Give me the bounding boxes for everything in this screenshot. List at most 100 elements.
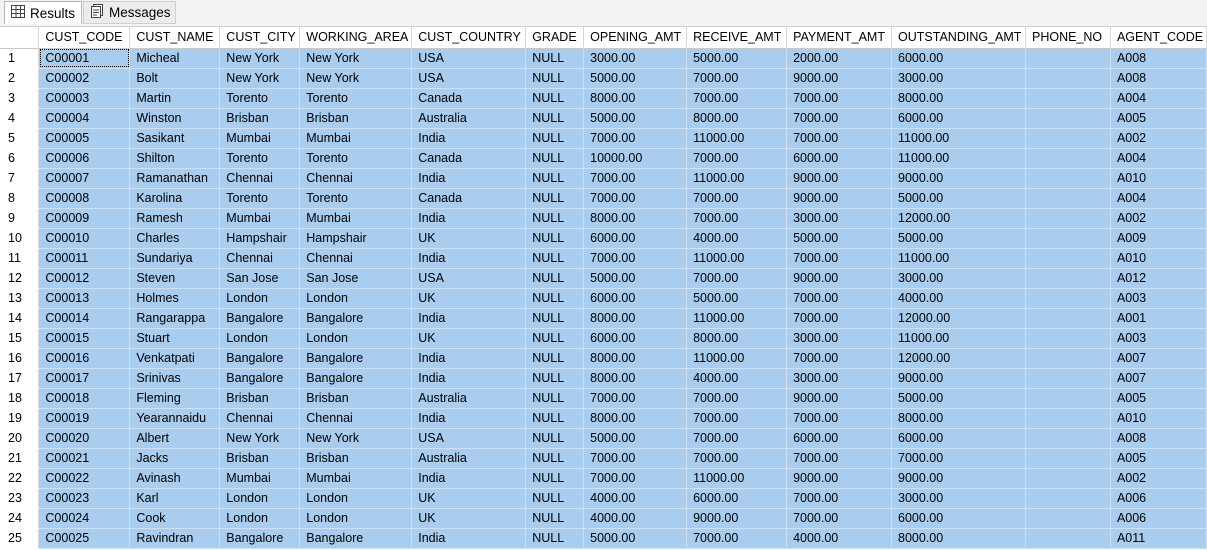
cell-grade[interactable]: NULL: [525, 108, 585, 129]
cell-phone-no[interactable]: [1025, 488, 1111, 509]
cell-opening-amt[interactable]: 8000.00: [583, 368, 688, 389]
cell-phone-no[interactable]: [1025, 388, 1111, 409]
cell-receive-amt[interactable]: 4000.00: [686, 228, 788, 249]
cell-agent-code[interactable]: A010: [1110, 168, 1207, 189]
table-row[interactable]: 14 C00014 Rangarappa Bangalore Bangalore Indi…: [0, 308, 1207, 329]
cell-cust-name[interactable]: Winston: [129, 108, 221, 129]
cell-opening-amt[interactable]: 5000.00: [583, 68, 688, 89]
row-number[interactable]: 7: [0, 168, 40, 189]
cell-cust-city[interactable]: Bangalore: [219, 368, 301, 389]
cell-opening-amt[interactable]: 6000.00: [583, 228, 688, 249]
cell-opening-amt[interactable]: 4000.00: [583, 488, 688, 509]
cell-cust-name[interactable]: Albert: [129, 428, 221, 449]
cell-cust-name[interactable]: Cook: [129, 508, 221, 529]
cell-outstanding-amt[interactable]: 11000.00: [891, 148, 1026, 169]
cell-cust-country[interactable]: Australia: [411, 108, 527, 129]
cell-grade[interactable]: NULL: [525, 348, 585, 369]
cell-outstanding-amt[interactable]: 3000.00: [891, 68, 1026, 89]
cell-cust-code[interactable]: C00010: [38, 228, 131, 249]
table-row[interactable]: 23 C00023 Karl London London UK NULL 4000.00 600…: [0, 488, 1207, 509]
cell-cust-code[interactable]: C00012: [38, 268, 131, 289]
cell-opening-amt[interactable]: 7000.00: [583, 468, 688, 489]
cell-cust-country[interactable]: India: [411, 168, 527, 189]
row-number[interactable]: 25: [0, 528, 40, 549]
cell-outstanding-amt[interactable]: 5000.00: [891, 388, 1026, 409]
table-row[interactable]: 11 C00011 Sundariya Chennai Chennai India NULL…: [0, 248, 1207, 269]
cell-payment-amt[interactable]: 9000.00: [786, 388, 893, 409]
cell-cust-city[interactable]: London: [219, 508, 301, 529]
cell-working-area[interactable]: Brisban: [299, 448, 413, 469]
cell-phone-no[interactable]: [1025, 528, 1111, 549]
table-row[interactable]: 24 C00024 Cook London London UK NULL 4000.00 900…: [0, 508, 1207, 529]
cell-phone-no[interactable]: [1025, 468, 1111, 489]
cell-outstanding-amt[interactable]: 11000.00: [891, 328, 1026, 349]
cell-cust-city[interactable]: Chennai: [219, 248, 301, 269]
cell-opening-amt[interactable]: 7000.00: [583, 188, 688, 209]
cell-agent-code[interactable]: A001: [1110, 308, 1207, 329]
cell-phone-no[interactable]: [1025, 348, 1111, 369]
cell-opening-amt[interactable]: 5000.00: [583, 268, 688, 289]
cell-phone-no[interactable]: [1025, 188, 1111, 209]
cell-cust-country[interactable]: Australia: [411, 388, 527, 409]
cell-opening-amt[interactable]: 8000.00: [583, 348, 688, 369]
cell-cust-code[interactable]: C00024: [38, 508, 131, 529]
table-row[interactable]: 12 C00012 Steven San Jose San Jose USA NULL 500…: [0, 268, 1207, 289]
cell-phone-no[interactable]: [1025, 68, 1111, 89]
row-number[interactable]: 15: [0, 328, 40, 349]
cell-cust-name[interactable]: Bolt: [129, 68, 221, 89]
cell-phone-no[interactable]: [1025, 48, 1111, 69]
cell-grade[interactable]: NULL: [525, 468, 585, 489]
cell-opening-amt[interactable]: 7000.00: [583, 448, 688, 469]
cell-outstanding-amt[interactable]: 4000.00: [891, 288, 1026, 309]
cell-outstanding-amt[interactable]: 6000.00: [891, 108, 1026, 129]
cell-agent-code[interactable]: A012: [1110, 268, 1207, 289]
cell-payment-amt[interactable]: 7000.00: [786, 308, 893, 329]
cell-cust-code[interactable]: C00009: [38, 208, 131, 229]
cell-grade[interactable]: NULL: [525, 528, 585, 549]
cell-cust-city[interactable]: New York: [219, 48, 301, 69]
cell-grade[interactable]: NULL: [525, 148, 585, 169]
cell-cust-code[interactable]: C00007: [38, 168, 131, 189]
cell-payment-amt[interactable]: 9000.00: [786, 168, 893, 189]
row-number[interactable]: 10: [0, 228, 40, 249]
cell-outstanding-amt[interactable]: 5000.00: [891, 188, 1026, 209]
cell-grade[interactable]: NULL: [525, 48, 585, 69]
column-header-outstanding-amt[interactable]: OUTSTANDING_AMT: [891, 27, 1026, 49]
cell-cust-name[interactable]: Avinash: [129, 468, 221, 489]
cell-outstanding-amt[interactable]: 3000.00: [891, 268, 1026, 289]
cell-cust-name[interactable]: Micheal: [129, 48, 221, 69]
cell-agent-code[interactable]: A008: [1110, 428, 1207, 449]
cell-payment-amt[interactable]: 9000.00: [786, 188, 893, 209]
cell-cust-name[interactable]: Shilton: [129, 148, 221, 169]
table-row[interactable]: 7 C00007 Ramanathan Chennai Chennai India NULL…: [0, 168, 1207, 189]
cell-working-area[interactable]: Brisban: [299, 388, 413, 409]
cell-working-area[interactable]: New York: [299, 48, 413, 69]
cell-working-area[interactable]: Chennai: [299, 248, 413, 269]
table-row[interactable]: 21 C00021 Jacks Brisban Brisban Australia NULL…: [0, 448, 1207, 469]
cell-opening-amt[interactable]: 7000.00: [583, 168, 688, 189]
row-number[interactable]: 3: [0, 88, 40, 109]
cell-cust-city[interactable]: Brisban: [219, 388, 301, 409]
cell-phone-no[interactable]: [1025, 108, 1111, 129]
cell-cust-name[interactable]: Steven: [129, 268, 221, 289]
cell-outstanding-amt[interactable]: 8000.00: [891, 88, 1026, 109]
cell-outstanding-amt[interactable]: 3000.00: [891, 488, 1026, 509]
cell-grade[interactable]: NULL: [525, 408, 585, 429]
cell-receive-amt[interactable]: 11000.00: [686, 468, 788, 489]
cell-payment-amt[interactable]: 3000.00: [786, 208, 893, 229]
cell-cust-code[interactable]: C00016: [38, 348, 131, 369]
cell-receive-amt[interactable]: 4000.00: [686, 368, 788, 389]
cell-outstanding-amt[interactable]: 6000.00: [891, 428, 1026, 449]
results-grid[interactable]: CUST_CODE CUST_NAME CUST_CITY WORKING_AREA C…: [0, 26, 1207, 550]
cell-cust-code[interactable]: C00023: [38, 488, 131, 509]
cell-phone-no[interactable]: [1025, 508, 1111, 529]
cell-phone-no[interactable]: [1025, 128, 1111, 149]
cell-opening-amt[interactable]: 8000.00: [583, 208, 688, 229]
cell-working-area[interactable]: Mumbai: [299, 128, 413, 149]
cell-agent-code[interactable]: A011: [1110, 528, 1207, 549]
cell-agent-code[interactable]: A003: [1110, 328, 1207, 349]
cell-cust-code[interactable]: C00001: [38, 48, 131, 69]
column-header-opening-amt[interactable]: OPENING_AMT: [583, 27, 688, 49]
cell-grade[interactable]: NULL: [525, 308, 585, 329]
cell-payment-amt[interactable]: 7000.00: [786, 288, 893, 309]
